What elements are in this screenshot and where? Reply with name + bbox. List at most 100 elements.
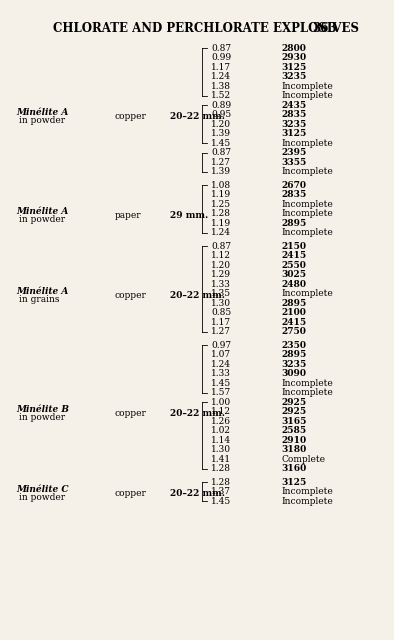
Text: 2925: 2925 bbox=[282, 407, 307, 416]
Text: 1.07: 1.07 bbox=[211, 350, 231, 359]
Text: 2150: 2150 bbox=[282, 241, 307, 250]
Text: 1.20: 1.20 bbox=[211, 120, 231, 129]
Text: 1.27: 1.27 bbox=[211, 327, 231, 336]
Text: Complete: Complete bbox=[282, 454, 326, 463]
Text: 1.30: 1.30 bbox=[211, 445, 231, 454]
Text: 1.14: 1.14 bbox=[211, 435, 231, 445]
Text: 1.39: 1.39 bbox=[211, 129, 231, 138]
Text: 2895: 2895 bbox=[282, 218, 307, 227]
Text: 0.87: 0.87 bbox=[211, 44, 231, 52]
Text: 0.95: 0.95 bbox=[211, 110, 232, 119]
Text: 1.41: 1.41 bbox=[211, 454, 231, 463]
Text: 1.17: 1.17 bbox=[211, 317, 231, 326]
Text: Incomplete: Incomplete bbox=[282, 209, 333, 218]
Text: 3235: 3235 bbox=[282, 360, 307, 369]
Text: 0.99: 0.99 bbox=[211, 53, 231, 62]
Text: Incomplete: Incomplete bbox=[282, 167, 333, 176]
Text: 1.02: 1.02 bbox=[211, 426, 231, 435]
Text: 2415: 2415 bbox=[282, 317, 307, 326]
Text: in powder: in powder bbox=[19, 116, 65, 125]
Text: copper: copper bbox=[114, 291, 146, 300]
Text: 1.45: 1.45 bbox=[211, 497, 232, 506]
Text: Incomplete: Incomplete bbox=[282, 378, 333, 387]
Text: 1.12: 1.12 bbox=[211, 251, 231, 260]
Text: Minélite A: Minélite A bbox=[16, 287, 68, 296]
Text: Incomplete: Incomplete bbox=[282, 228, 333, 237]
Text: 3355: 3355 bbox=[282, 157, 307, 166]
Text: 20–22 mm.: 20–22 mm. bbox=[170, 489, 225, 498]
Text: Minélite A: Minélite A bbox=[16, 108, 68, 117]
Text: 363: 363 bbox=[312, 22, 337, 35]
Text: 2550: 2550 bbox=[282, 260, 307, 269]
Text: 2835: 2835 bbox=[282, 110, 307, 119]
Text: 1.27: 1.27 bbox=[211, 157, 231, 166]
Text: 0.87: 0.87 bbox=[211, 241, 231, 250]
Text: 29 mm.: 29 mm. bbox=[170, 211, 208, 220]
Text: Incomplete: Incomplete bbox=[282, 138, 333, 147]
Text: Minélite A: Minélite A bbox=[16, 207, 68, 216]
Text: 1.33: 1.33 bbox=[211, 369, 231, 378]
Text: Minélite C: Minélite C bbox=[16, 485, 68, 494]
Text: 2930: 2930 bbox=[282, 53, 307, 62]
Text: 1.25: 1.25 bbox=[211, 200, 231, 209]
Text: in grains: in grains bbox=[19, 295, 60, 304]
Text: 1.28: 1.28 bbox=[211, 209, 231, 218]
Text: 1.33: 1.33 bbox=[211, 280, 231, 289]
Text: Incomplete: Incomplete bbox=[282, 497, 333, 506]
Text: in powder: in powder bbox=[19, 413, 65, 422]
Text: Incomplete: Incomplete bbox=[282, 487, 333, 496]
Text: 1.29: 1.29 bbox=[211, 270, 231, 279]
Text: 1.26: 1.26 bbox=[211, 417, 231, 426]
Text: 1.35: 1.35 bbox=[211, 289, 231, 298]
Text: paper: paper bbox=[114, 211, 141, 220]
Text: 20–22 mm.: 20–22 mm. bbox=[170, 291, 225, 300]
Text: 1.38: 1.38 bbox=[211, 81, 231, 90]
Text: 3125: 3125 bbox=[282, 129, 307, 138]
Text: 3025: 3025 bbox=[282, 270, 307, 279]
Text: 2895: 2895 bbox=[282, 350, 307, 359]
Text: 1.24: 1.24 bbox=[211, 360, 231, 369]
Text: 2895: 2895 bbox=[282, 298, 307, 307]
Text: copper: copper bbox=[114, 409, 146, 418]
Text: 0.97: 0.97 bbox=[211, 340, 231, 349]
Text: 1.19: 1.19 bbox=[211, 190, 231, 199]
Text: 2585: 2585 bbox=[282, 426, 307, 435]
Text: 3125: 3125 bbox=[282, 63, 307, 72]
Text: 3090: 3090 bbox=[282, 369, 307, 378]
Text: 1.17: 1.17 bbox=[211, 63, 231, 72]
Text: 3235: 3235 bbox=[282, 72, 307, 81]
Text: 0.85: 0.85 bbox=[211, 308, 232, 317]
Text: 1.24: 1.24 bbox=[211, 228, 231, 237]
Text: 1.57: 1.57 bbox=[211, 388, 232, 397]
Text: 2100: 2100 bbox=[282, 308, 307, 317]
Text: Incomplete: Incomplete bbox=[282, 200, 333, 209]
Text: 2910: 2910 bbox=[282, 435, 307, 445]
Text: CHLORATE AND PERCHLORATE EXPLOSIVES: CHLORATE AND PERCHLORATE EXPLOSIVES bbox=[53, 22, 359, 35]
Text: 3125: 3125 bbox=[282, 477, 307, 486]
Text: 2800: 2800 bbox=[282, 44, 307, 52]
Text: 2350: 2350 bbox=[282, 340, 307, 349]
Text: Incomplete: Incomplete bbox=[282, 91, 333, 100]
Text: 2415: 2415 bbox=[282, 251, 307, 260]
Text: 0.87: 0.87 bbox=[211, 148, 231, 157]
Text: 1.28: 1.28 bbox=[211, 464, 231, 473]
Text: 3180: 3180 bbox=[282, 445, 307, 454]
Text: Incomplete: Incomplete bbox=[282, 388, 333, 397]
Text: 20–22 mm.: 20–22 mm. bbox=[170, 112, 225, 121]
Text: Minélite B: Minélite B bbox=[16, 405, 69, 414]
Text: 2750: 2750 bbox=[282, 327, 307, 336]
Text: 2435: 2435 bbox=[282, 100, 307, 109]
Text: 1.00: 1.00 bbox=[211, 397, 231, 406]
Text: 1.24: 1.24 bbox=[211, 72, 231, 81]
Text: 2480: 2480 bbox=[282, 280, 307, 289]
Text: 1.12: 1.12 bbox=[211, 407, 231, 416]
Text: 1.20: 1.20 bbox=[211, 260, 231, 269]
Text: Incomplete: Incomplete bbox=[282, 289, 333, 298]
Text: 2925: 2925 bbox=[282, 397, 307, 406]
Text: 1.19: 1.19 bbox=[211, 218, 231, 227]
Text: 1.52: 1.52 bbox=[211, 91, 231, 100]
Text: 3235: 3235 bbox=[282, 120, 307, 129]
Text: 1.45: 1.45 bbox=[211, 138, 232, 147]
Text: 1.39: 1.39 bbox=[211, 167, 231, 176]
Text: 2395: 2395 bbox=[282, 148, 307, 157]
